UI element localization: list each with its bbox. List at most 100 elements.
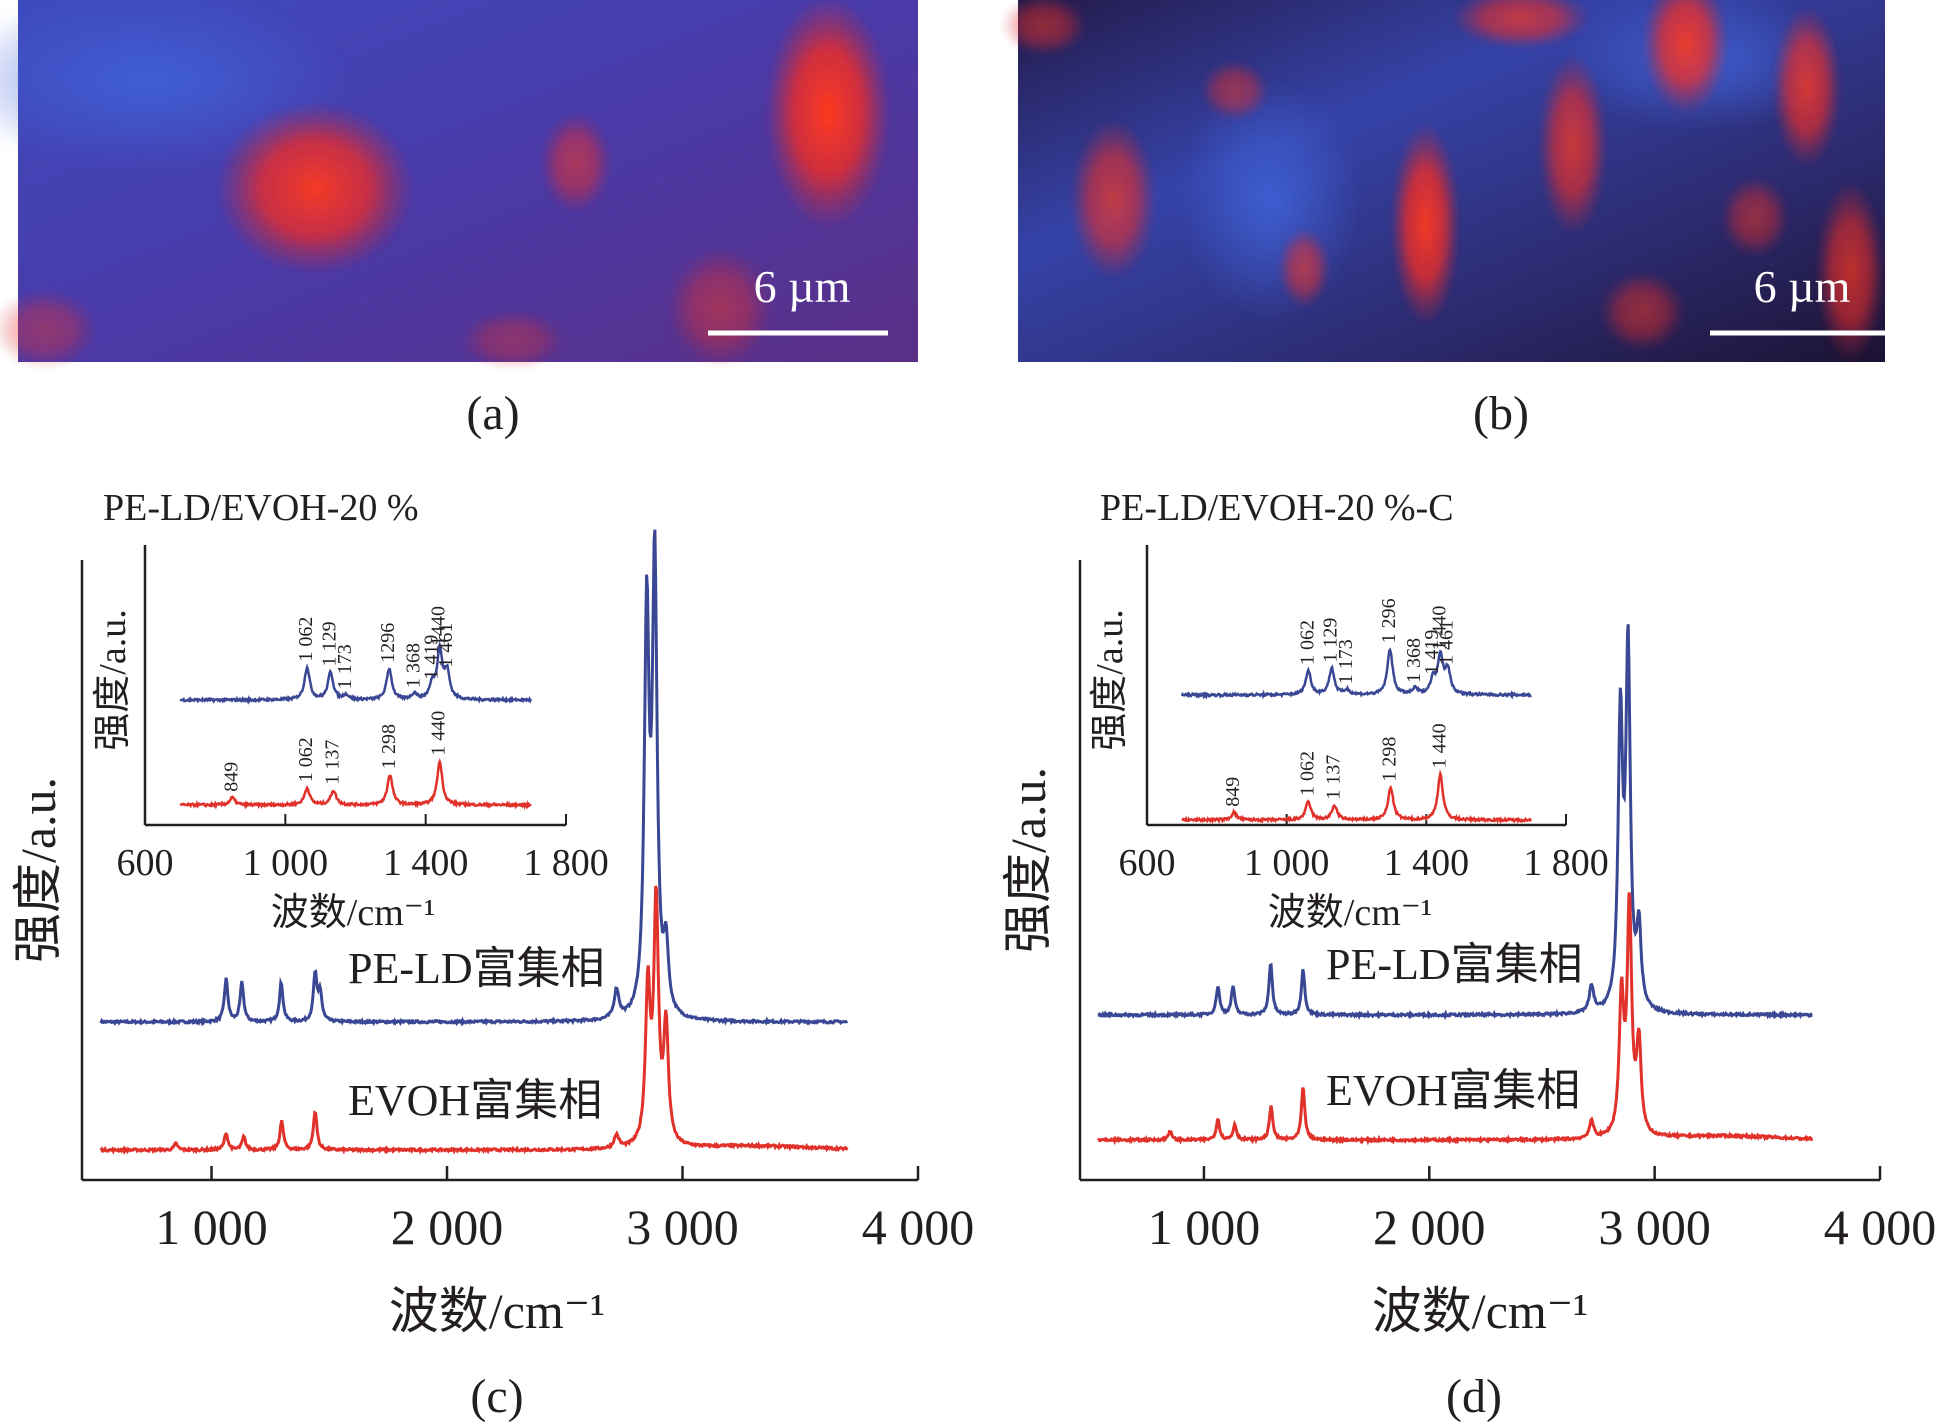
- peak-label: 1 461: [435, 623, 457, 668]
- series-line-pe-ld: [1097, 624, 1813, 1021]
- peak-label: 1 137: [321, 740, 343, 785]
- chart-d-ylabel: 强度/a.u.: [1000, 767, 1056, 953]
- peak-label: 1440: [428, 606, 450, 646]
- peak-label: 1 062: [295, 737, 317, 782]
- peak-label: 1 129: [319, 621, 341, 666]
- peak-label: 1 368: [1403, 638, 1425, 683]
- raman-map-b: 6 µm: [1000, 0, 1890, 363]
- inset-x-tick-label: 1 400: [1384, 842, 1470, 884]
- peak-label: 1 296: [1378, 598, 1400, 643]
- red-domain: [1390, 123, 1461, 326]
- chart-d-series-label-evoh: EVOH富集相: [1326, 1066, 1580, 1115]
- peak-label: 1 440: [1428, 606, 1450, 651]
- red-domain: [1070, 118, 1157, 281]
- peak-label: 1 173: [1335, 639, 1357, 684]
- inset-c-title: PE-LD/EVOH-20 %: [103, 487, 419, 529]
- peak-label: 1 129: [1320, 618, 1342, 663]
- peak-label: 849: [1222, 777, 1244, 807]
- red-domain: [765, 0, 891, 229]
- chart-c-plot: 1 000 2 000 3 000 4 000: [80, 529, 975, 1255]
- spectrum-d: 1 000 2 000 3 000 4 000 强度/a.u. 波数/cm⁻¹ PE-…: [1000, 487, 1936, 1339]
- map-a-red-domains: [0, 0, 891, 371]
- red-domain: [1642, 0, 1729, 115]
- inset-x-tick-label: 600: [117, 842, 174, 884]
- inset-series-line-evoh: [1181, 769, 1533, 825]
- peak-label: 1 440: [1428, 723, 1450, 768]
- series-line-evoh: [99, 885, 849, 1156]
- x-tick-label: 2 000: [391, 1199, 504, 1255]
- red-domain: [1598, 270, 1686, 352]
- caption-b: (b): [1473, 387, 1529, 440]
- chart-d-xlabel: 波数/cm⁻¹: [1372, 1283, 1588, 1339]
- red-domain: [1772, 5, 1842, 168]
- peak-label: 849: [220, 762, 242, 792]
- spectrum-c: 1 000 2 000 3 000 4 000 强度/a.u. 波数/cm⁻¹ PE-…: [10, 487, 974, 1339]
- chart-d-series-label-pe: PE-LD富集相: [1326, 940, 1583, 989]
- series-line-evoh: [1096, 892, 1814, 1146]
- red-domain: [1451, 0, 1591, 49]
- x-tick-label: 4 000: [862, 1199, 975, 1255]
- inset-x-tick-label: 600: [1119, 842, 1176, 884]
- inset-x-tick-label: 1 000: [1244, 842, 1330, 884]
- inset-d-xlabel: 波数/cm⁻¹: [1268, 892, 1432, 934]
- peak-label: 1 173: [334, 644, 356, 689]
- peak-label: 1 298: [1379, 737, 1401, 782]
- peak-label: 1 137: [1323, 755, 1345, 800]
- red-domain: [1278, 227, 1331, 309]
- map-b-red-domains: [1000, 0, 1885, 363]
- chart-c-series-label-evoh: EVOH富集相: [348, 1076, 602, 1125]
- inset-c-ylabel: 强度/a.u.: [92, 609, 134, 750]
- red-domain: [459, 309, 567, 371]
- inset-d-title: PE-LD/EVOH-20 %-C: [1100, 487, 1454, 529]
- x-tick-label: 1 000: [1148, 1199, 1261, 1255]
- peak-label: 1 419: [1421, 630, 1443, 675]
- x-tick-label: 3 000: [626, 1199, 739, 1255]
- inset-series-line-evoh: [179, 757, 532, 811]
- peak-label: 1 440: [428, 711, 450, 756]
- peak-label: 1 062: [1296, 620, 1318, 665]
- inset-series-line-pe-ld: [179, 640, 533, 705]
- caption-c: (c): [470, 1370, 523, 1423]
- peak-label: 1 062: [1296, 751, 1318, 796]
- x-tick-label: 4 000: [1824, 1199, 1937, 1255]
- inset-x-tick-label: 1 400: [383, 842, 469, 884]
- scale-label-a: 6 µm: [754, 261, 851, 312]
- inset-x-tick-label: 1 000: [243, 842, 329, 884]
- red-domain: [1538, 53, 1608, 237]
- chart-c-xlabel: 波数/cm⁻¹: [389, 1283, 605, 1339]
- inset-d-ylabel: 强度/a.u.: [1089, 609, 1131, 750]
- inset-c-xlabel: 波数/cm⁻¹: [271, 892, 435, 934]
- map-b-blue-region: [1180, 80, 1360, 320]
- peak-label: 1 419: [420, 635, 442, 680]
- red-domain: [216, 102, 414, 275]
- peak-label: 1296: [377, 623, 399, 663]
- peak-label: 1 062: [295, 617, 317, 662]
- red-domain: [540, 112, 612, 214]
- red-domain: [1000, 0, 1088, 56]
- red-domain: [0, 288, 99, 370]
- red-domain: [1815, 180, 1885, 363]
- inset-series-line-pe-ld: [1180, 647, 1532, 700]
- red-domain: [666, 246, 774, 369]
- x-tick-label: 2 000: [1373, 1199, 1486, 1255]
- inset-x-tick-label: 1 800: [523, 842, 609, 884]
- caption-a: (a): [466, 387, 519, 440]
- red-domain: [1200, 60, 1270, 121]
- peak-label: 1 298: [378, 724, 400, 769]
- raman-map-a: 6 µm: [0, 0, 918, 371]
- chart-c-ylabel: 强度/a.u.: [10, 777, 66, 963]
- inset-x-tick-label: 1 800: [1523, 842, 1609, 884]
- caption-d: (d): [1446, 1370, 1502, 1423]
- chart-c-series-label-pe: PE-LD富集相: [348, 944, 605, 993]
- red-domain: [1720, 176, 1790, 258]
- scale-label-b: 6 µm: [1754, 261, 1851, 312]
- x-tick-label: 1 000: [155, 1199, 268, 1255]
- chart-d-plot: 1 000 2 000 3 000 4 000: [1078, 560, 1937, 1255]
- x-tick-label: 3 000: [1598, 1199, 1711, 1255]
- series-line-pe-ld: [99, 529, 849, 1027]
- peak-label: 1 368: [402, 643, 424, 688]
- peak-label: 1 461: [1436, 620, 1458, 665]
